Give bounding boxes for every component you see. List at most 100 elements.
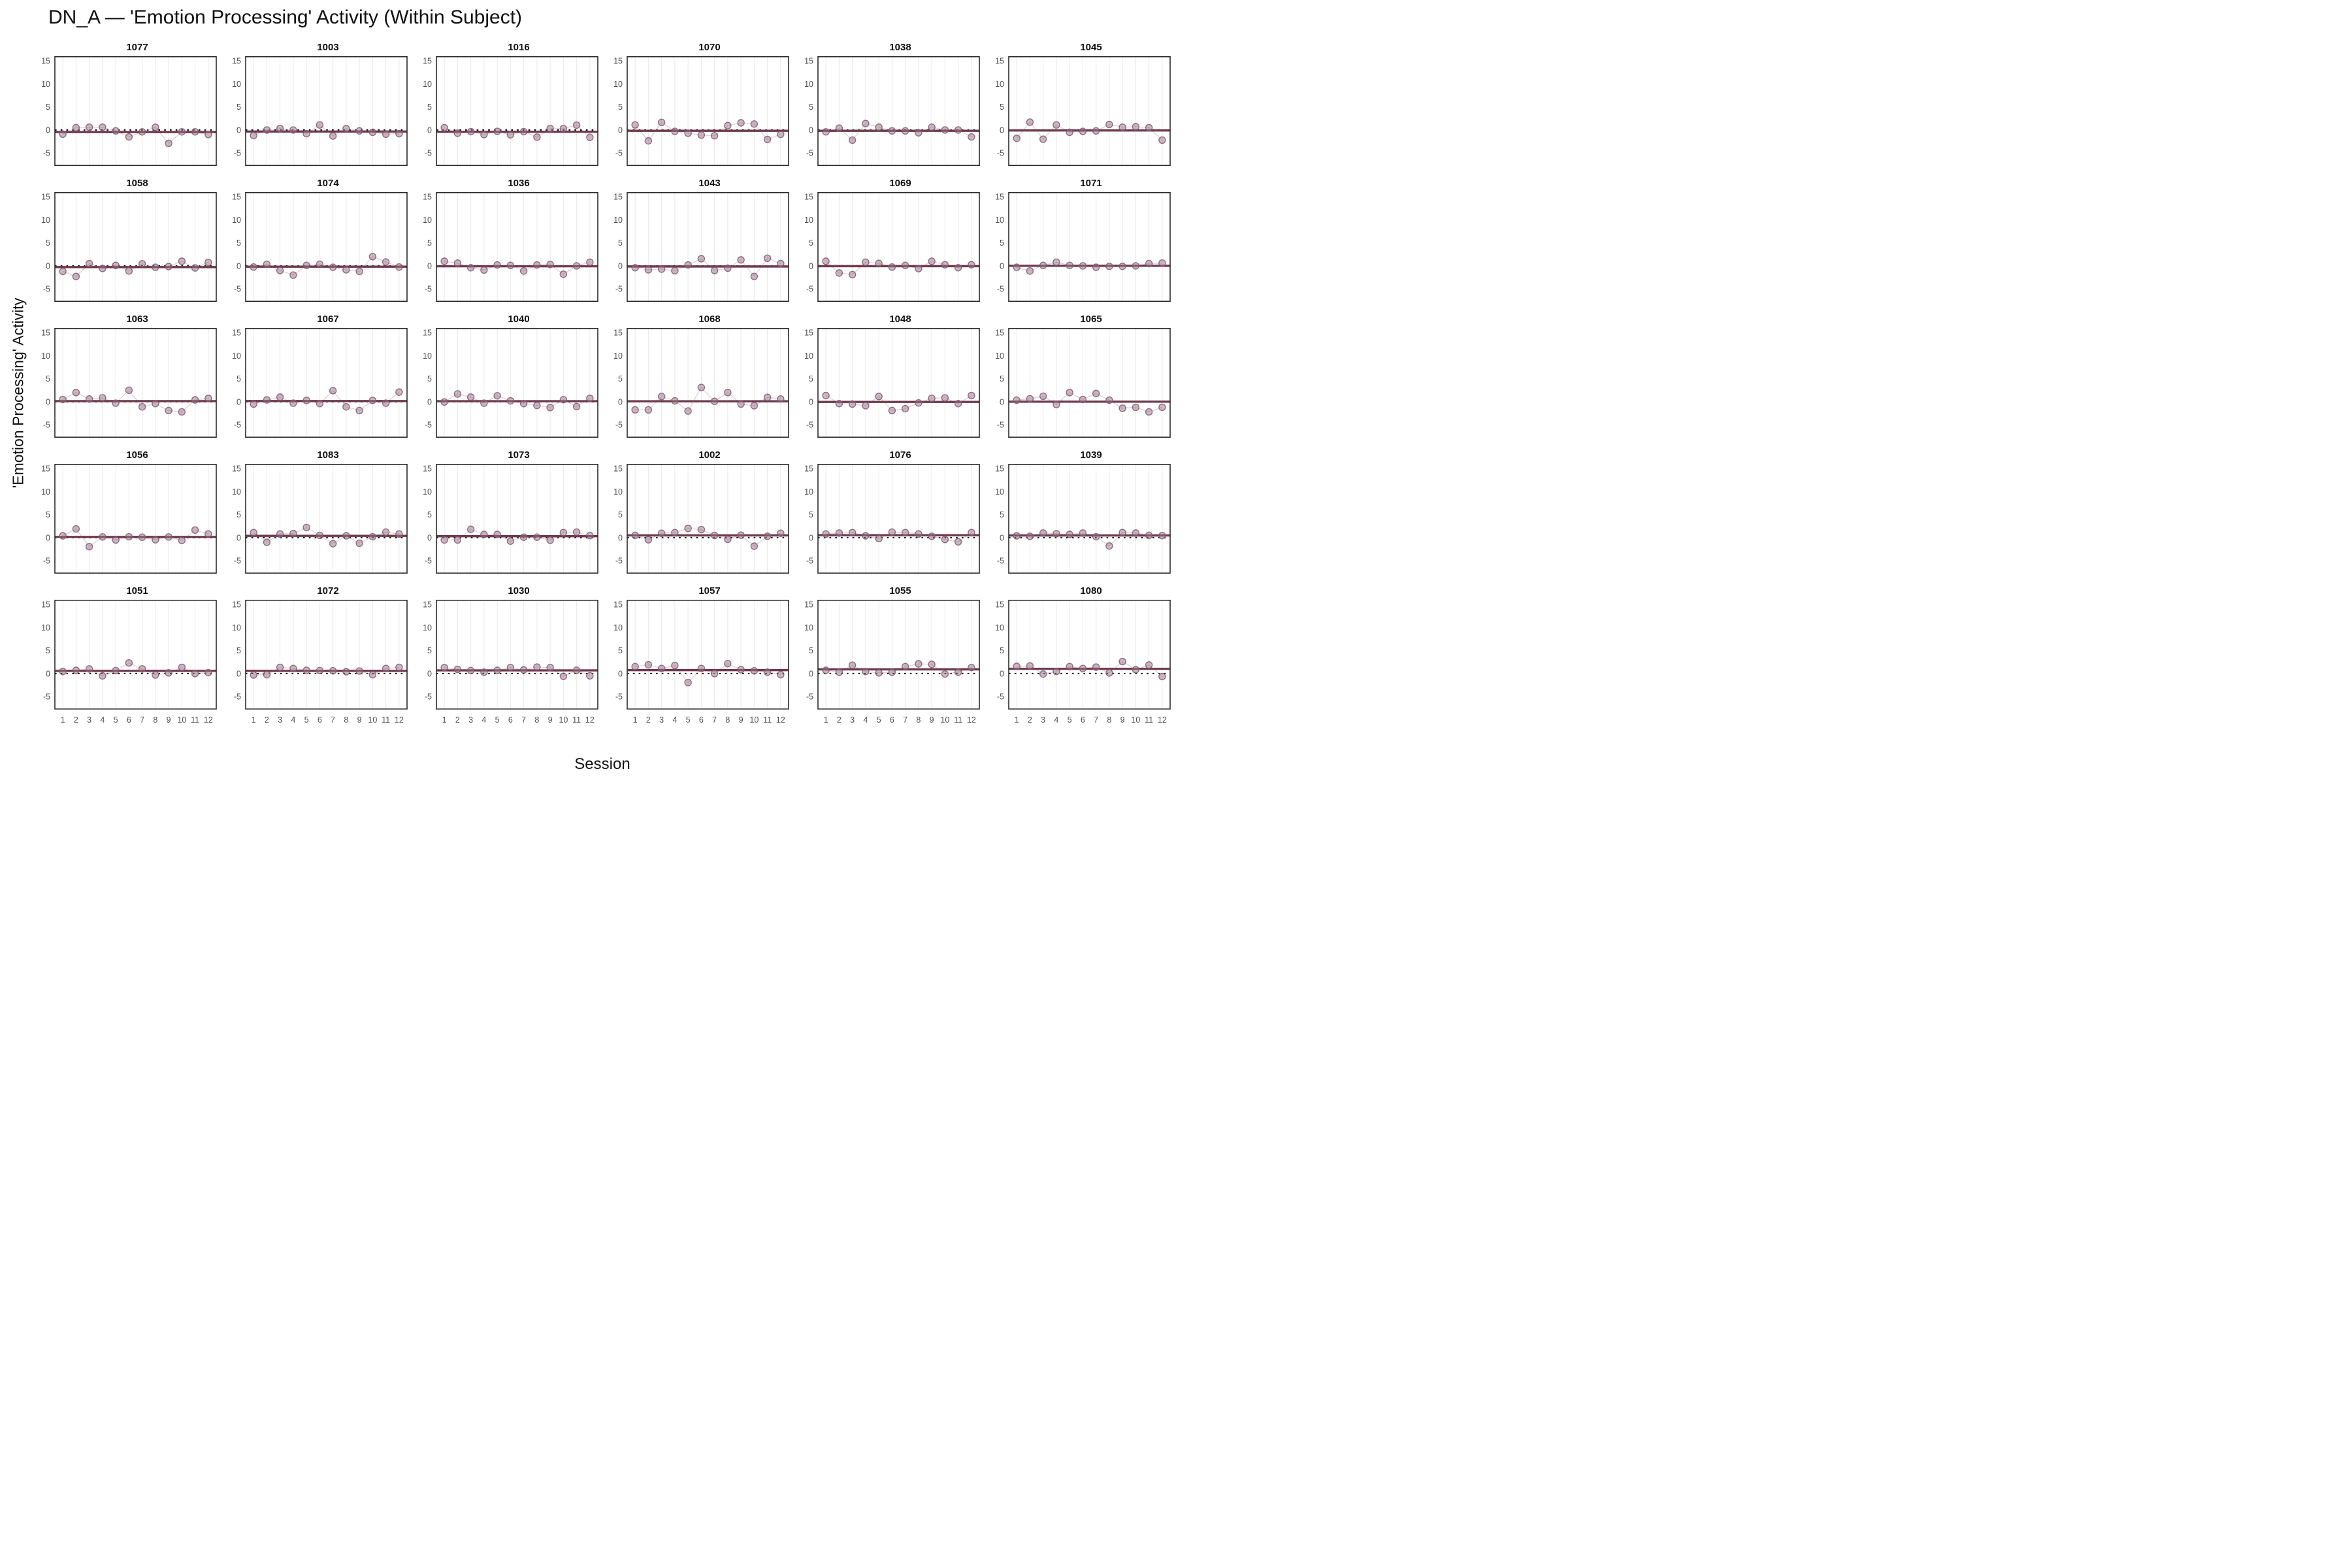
data-point [671, 127, 679, 135]
x-tick-label: 2 [837, 715, 841, 725]
data-point [289, 664, 297, 672]
data-point [453, 665, 462, 674]
y-tick-label: 10 [232, 487, 241, 497]
y-tick-label: 0 [809, 261, 813, 270]
data-point [1092, 127, 1100, 135]
x-tick-label: 8 [1107, 715, 1111, 725]
data-point [453, 390, 462, 398]
data-point [138, 128, 146, 136]
data-point [191, 128, 199, 136]
facet-cell: 1074 15 10 5 0 -5 [220, 176, 410, 303]
data-point [1132, 529, 1140, 537]
data-point [440, 398, 448, 406]
x-tick-label: 8 [344, 715, 348, 725]
data-point [1026, 395, 1034, 403]
data-point [263, 260, 271, 269]
data-point [631, 121, 639, 129]
x-tick-label: 11 [191, 715, 199, 725]
y-tick-label: 0 [237, 533, 241, 542]
x-tick-label: 4 [482, 715, 486, 725]
y-tick-label: -5 [234, 693, 241, 702]
data-point [342, 403, 350, 411]
data-point [777, 671, 785, 679]
facet-cell: 1040 15 10 5 0 -5 [410, 312, 601, 439]
y-tick-label: 5 [427, 510, 432, 519]
data-point [204, 530, 212, 538]
data-point [466, 666, 475, 675]
data-point [1079, 127, 1087, 135]
data-point [1119, 404, 1126, 412]
data-point [928, 394, 936, 402]
y-tick-label: 5 [1000, 510, 1004, 519]
data-point [138, 665, 146, 673]
y-tick-label: 15 [804, 465, 813, 474]
x-tick-label: 3 [850, 715, 855, 725]
y-tick-label: 15 [423, 329, 432, 338]
y-tick-label: 0 [427, 125, 432, 135]
data-point [1092, 532, 1100, 541]
facet-title: 1051 [126, 585, 148, 596]
x-tick-label: 6 [318, 715, 322, 725]
data-point [1079, 529, 1087, 537]
y-tick-label: 0 [46, 125, 50, 135]
y-tick-label: 5 [1000, 238, 1004, 248]
y-tick-label: 0 [1000, 669, 1004, 678]
facet-panel-1002: 15 10 5 0 -5 [613, 464, 789, 574]
data-point [276, 125, 284, 133]
y-tick-label: 5 [618, 646, 623, 655]
data-point [519, 533, 528, 541]
facet-panel-1039: 15 10 5 0 -5 [995, 464, 1171, 574]
data-point [493, 666, 501, 674]
y-tick-label: 10 [995, 487, 1004, 497]
y-tick-label: 15 [804, 193, 813, 202]
x-tick-label: 2 [265, 715, 269, 725]
data-point [750, 272, 759, 280]
data-point [862, 120, 870, 127]
y-tick-label: 10 [804, 623, 813, 632]
facet-cell: 1058 15 10 5 0 -5 [29, 176, 220, 303]
x-tick-label: 7 [1094, 715, 1098, 725]
y-tick-label: 15 [995, 600, 1004, 610]
facet-title: 1002 [698, 449, 721, 461]
y-tick-label: 5 [46, 238, 50, 248]
data-point [586, 672, 594, 680]
facet-cell: 1048 15 10 5 0 -5 [792, 312, 983, 439]
data-point [572, 262, 581, 270]
facet-cell: 1072 15 10 5 0 -5 1 2 3 4 5 6 7 8 9 10 11 12 [220, 584, 410, 728]
y-tick-label: 10 [613, 623, 623, 632]
y-tick-label: 0 [427, 261, 432, 270]
facet-panel-1071: 15 10 5 0 -5 [995, 192, 1171, 302]
data-point [72, 272, 80, 280]
y-tick-label: 15 [613, 329, 623, 338]
data-point [72, 666, 80, 674]
y-tick-label: -5 [425, 149, 432, 158]
data-point [125, 133, 133, 141]
data-point [382, 664, 390, 672]
data-point [302, 129, 310, 138]
facet-cell: 1030 15 10 5 0 -5 1 2 3 4 5 6 7 8 9 10 11 12 [410, 584, 601, 728]
data-point [862, 402, 870, 410]
data-point [737, 119, 745, 127]
facet-panel-1083: 15 10 5 0 -5 [232, 464, 408, 574]
y-tick-label: 10 [995, 623, 1004, 632]
x-tick-label: 6 [1081, 715, 1085, 725]
data-point [493, 531, 501, 538]
data-point [533, 401, 541, 410]
x-tick-label: 8 [153, 715, 157, 725]
y-tick-label: 5 [46, 510, 50, 519]
data-point [1053, 258, 1060, 266]
y-tick-label: 0 [1000, 125, 1004, 135]
y-tick-label: 15 [232, 57, 241, 66]
x-tick-label: 2 [455, 715, 460, 725]
x-tick-label: 2 [1028, 715, 1032, 725]
facet-title: 1045 [1080, 42, 1102, 53]
data-point [572, 402, 581, 411]
data-point [302, 666, 310, 674]
data-point [586, 258, 594, 266]
x-tick-label: 4 [863, 715, 868, 725]
x-tick-label: 1 [252, 715, 256, 725]
data-point [1066, 531, 1073, 538]
data-point [1066, 662, 1073, 671]
y-tick-label: 5 [237, 646, 241, 655]
